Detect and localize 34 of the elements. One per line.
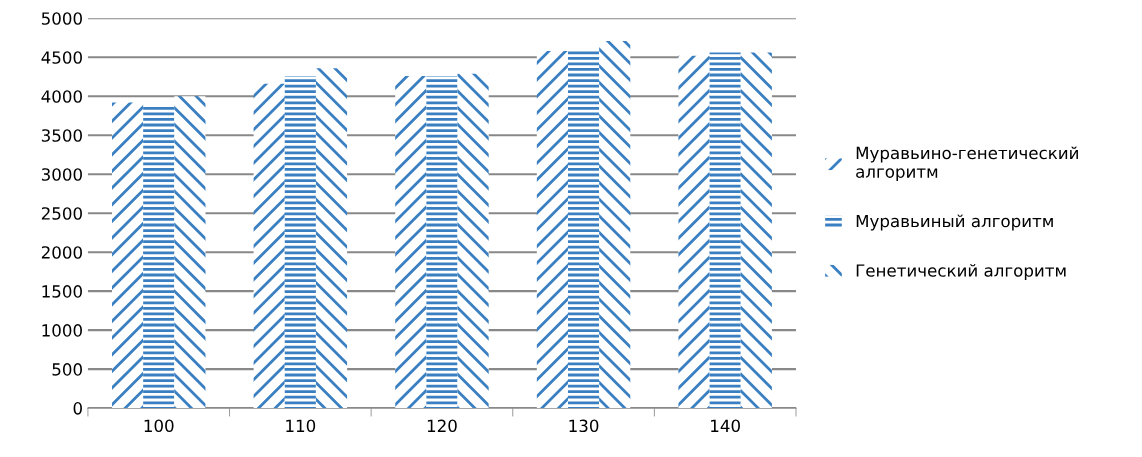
x-tick-label: 130	[569, 419, 599, 433]
legend-label: Генетический алгоритм	[856, 264, 1066, 281]
bar	[678, 55, 710, 409]
y-tick-label: 4500	[41, 51, 82, 64]
bar	[426, 75, 458, 409]
y-tick-label: 0	[73, 402, 82, 415]
bar	[740, 52, 772, 409]
y-tick-label: 1000	[42, 324, 82, 337]
bar	[253, 83, 285, 409]
y-tick-label: 3000	[41, 168, 82, 181]
y-tick-label: 2000	[41, 246, 82, 259]
bar	[567, 49, 600, 409]
legend-label: Муравьиный алгоритм	[856, 214, 1053, 231]
bar	[143, 106, 175, 409]
legend-label: Муравьино-генетический алгоритм	[856, 146, 1078, 182]
bar	[395, 75, 427, 409]
bar	[112, 102, 144, 409]
x-tick-label: 110	[286, 419, 316, 433]
x-tick-label: 120	[427, 419, 457, 433]
y-tick-label: 4000	[41, 90, 82, 103]
y-tick-label: 500	[52, 363, 82, 376]
bar	[174, 96, 206, 409]
y-tick-label: 5000	[41, 12, 82, 25]
y-tick-label: 1500	[42, 285, 82, 298]
bar	[536, 51, 568, 409]
x-tick-label: 140	[711, 419, 740, 433]
y-tick-label: 2500	[41, 207, 82, 220]
bar	[457, 73, 489, 409]
bar	[315, 68, 348, 409]
x-tick-label: 100	[144, 419, 174, 433]
y-tick-label: 3500	[41, 129, 82, 142]
bar	[599, 40, 631, 409]
bar	[709, 52, 741, 409]
bar	[284, 75, 316, 409]
